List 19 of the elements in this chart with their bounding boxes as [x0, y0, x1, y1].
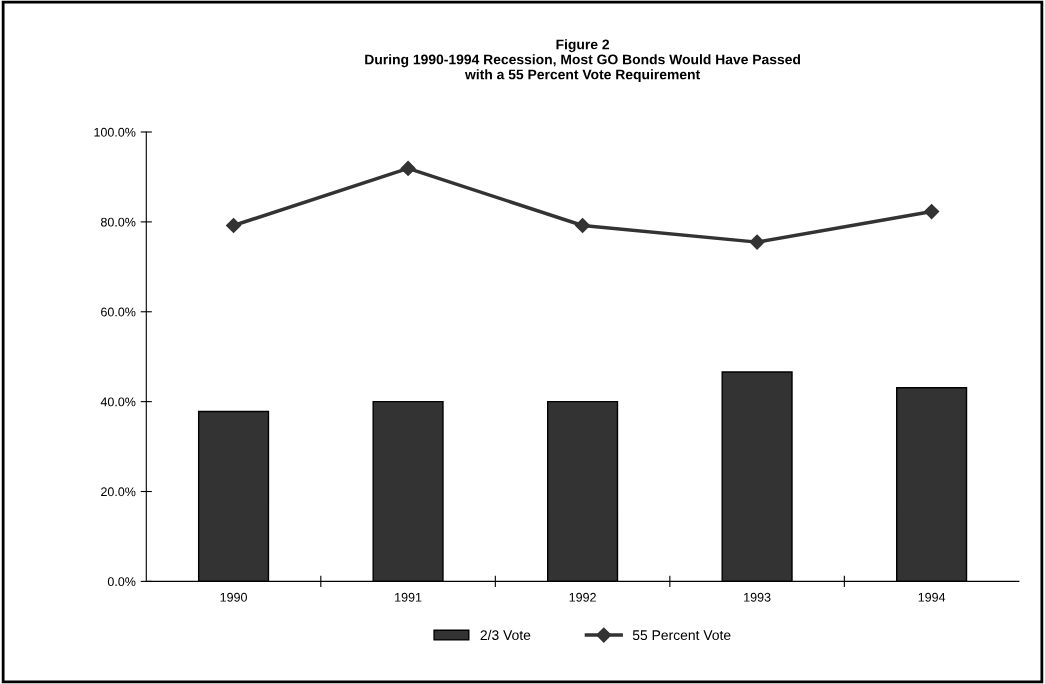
y-tick-label: 0.0%: [107, 577, 136, 587]
legend-label: 2/3 Vote: [480, 629, 531, 641]
point: [575, 217, 591, 234]
chart-title: Figure 2 During 1990-1994 Recession, Most GO Bonds Would Have Passed with a 55 Percent Vote Requirement: [365, 39, 800, 83]
y-tick-label: 60.0%: [101, 307, 136, 317]
point: [924, 203, 940, 220]
point: [400, 160, 416, 176]
y-tick-label: 20.0%: [101, 487, 136, 497]
point: [749, 234, 765, 250]
point: [225, 217, 242, 234]
y-tick-label: 80.0%: [100, 217, 136, 227]
x-tick-label: 1991: [395, 592, 422, 602]
legend-label: 55 Percent Vote: [632, 630, 731, 641]
x-tick-label: 1993: [744, 592, 771, 602]
x-tick-label: 1994: [918, 592, 946, 602]
x-tick-label: 1992: [569, 592, 596, 602]
x-tick-label: 1990: [220, 592, 247, 602]
y-tick-label: 40.0%: [100, 397, 136, 407]
y-tick-label: 100.0%: [94, 127, 136, 137]
